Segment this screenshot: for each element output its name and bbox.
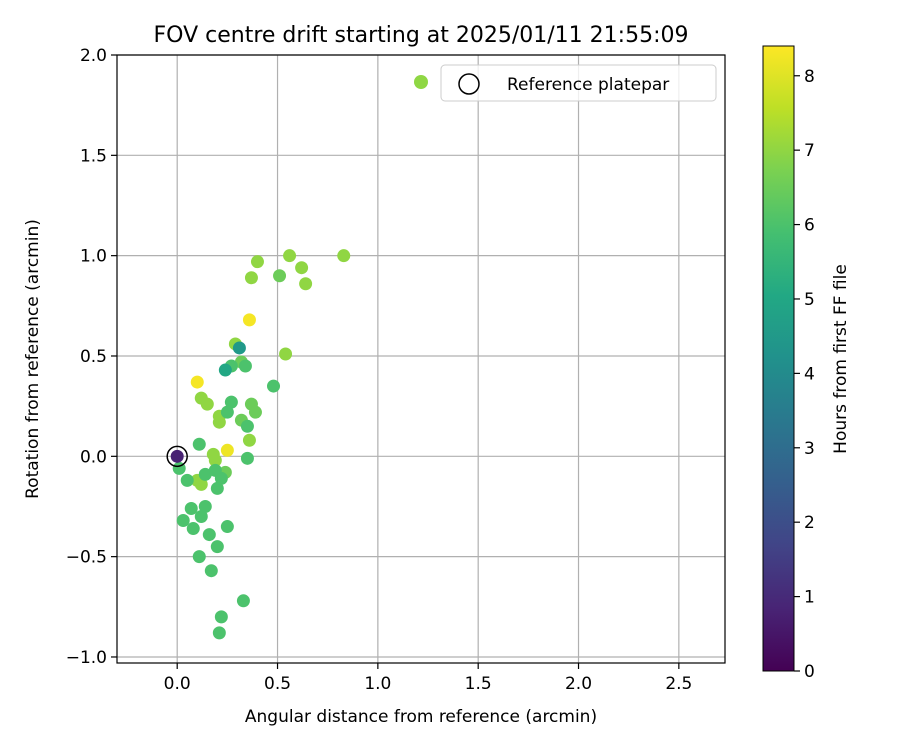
scatter-point — [238, 359, 252, 373]
scatter-point — [198, 499, 212, 513]
scatter-point — [248, 405, 262, 419]
scatter-point — [200, 397, 214, 411]
x-axis-label: Angular distance from reference (arcmin) — [245, 707, 597, 727]
scatter-point — [218, 363, 232, 377]
scatter-point — [194, 510, 208, 524]
scatter-point — [190, 375, 204, 389]
scatter-point — [232, 341, 246, 355]
scatter-point — [220, 405, 234, 419]
scatter-point — [184, 501, 198, 515]
y-tick-label: −1.0 — [66, 648, 107, 668]
y-tick-label: 0.5 — [80, 347, 107, 367]
colorbar-tick-label: 1 — [804, 588, 815, 608]
chart-title: FOV centre drift starting at 2025/01/11 … — [154, 23, 689, 48]
legend-marker-series — [414, 75, 428, 89]
scatter-point — [220, 443, 234, 457]
colorbar-tick-label: 3 — [804, 439, 815, 459]
scatter-point — [210, 540, 224, 554]
legend: Reference platepar — [414, 64, 717, 102]
plot-frame — [116, 54, 726, 664]
scatter-point — [208, 453, 222, 467]
colorbar-tick-label: 0 — [804, 662, 815, 682]
scatter-point — [214, 610, 228, 624]
colorbar-gradient — [762, 45, 795, 672]
scatter-point — [240, 419, 254, 433]
scatter-point — [180, 473, 194, 487]
colorbar-tick-label: 5 — [804, 290, 815, 310]
scatter-point — [295, 261, 309, 275]
legend-marker-reference — [458, 73, 480, 95]
colorbar-tick-label: 7 — [804, 141, 815, 161]
scatter-point — [212, 626, 226, 640]
scatter-point — [242, 433, 256, 447]
scatter-point — [170, 449, 184, 463]
scatter-points — [166, 249, 351, 640]
legend-box — [440, 64, 717, 102]
scatter-point — [220, 520, 234, 534]
scatter-point — [299, 277, 313, 291]
y-axis-ticks: −1.0 −0.5 0.0 0.5 1.0 1.5 2.0 — [66, 46, 117, 668]
scatter-point — [204, 564, 218, 578]
scatter-point — [240, 451, 254, 465]
x-tick-label: 2.0 — [565, 674, 592, 694]
scatter-point — [224, 395, 238, 409]
scatter-point — [210, 481, 224, 495]
x-axis-ticks: 0.0 0.5 1.0 1.5 2.0 2.5 — [164, 663, 692, 694]
colorbar-tick-label: 8 — [804, 67, 815, 87]
scatter-point — [192, 550, 206, 564]
scatter-point — [250, 255, 264, 269]
scatter-point — [198, 467, 212, 481]
scatter-point — [273, 269, 287, 283]
y-axis-label: Rotation from reference (arcmin) — [23, 219, 43, 499]
y-tick-label: −0.5 — [66, 548, 107, 568]
scatter-point — [192, 437, 206, 451]
colorbar-tick-label: 6 — [804, 216, 815, 236]
y-tick-label: 2.0 — [80, 46, 107, 66]
colorbar: 0 1 2 3 4 5 6 7 8 Hours from first FF file — [762, 45, 851, 682]
colorbar-label: Hours from first FF file — [831, 264, 851, 454]
scatter-point — [202, 528, 216, 542]
x-tick-label: 1.0 — [364, 674, 391, 694]
scatter-point — [194, 477, 208, 491]
legend-label-reference: Reference platepar — [507, 75, 669, 95]
scatter-point — [176, 514, 190, 528]
scatter-point — [279, 347, 293, 361]
scatter-point — [283, 249, 297, 263]
y-tick-label: 1.0 — [80, 247, 107, 267]
x-tick-label: 0.0 — [164, 674, 191, 694]
x-tick-label: 1.5 — [465, 674, 492, 694]
scatter-point — [214, 471, 228, 485]
scatter-point — [267, 379, 281, 393]
scatter-point — [337, 249, 351, 263]
colorbar-ticks: 0 1 2 3 4 5 6 7 8 — [794, 67, 815, 682]
scatter-point — [186, 522, 200, 536]
y-tick-label: 0.0 — [80, 447, 107, 467]
x-tick-label: 0.5 — [264, 674, 291, 694]
x-tick-label: 2.5 — [665, 674, 692, 694]
colorbar-tick-label: 2 — [804, 513, 815, 533]
colorbar-tick-label: 4 — [804, 364, 815, 384]
y-tick-label: 1.5 — [80, 146, 107, 166]
reference-platepar-marker — [166, 445, 188, 468]
scatter-point — [242, 313, 256, 327]
scatter-point — [236, 594, 250, 608]
scatter-point — [244, 271, 258, 285]
